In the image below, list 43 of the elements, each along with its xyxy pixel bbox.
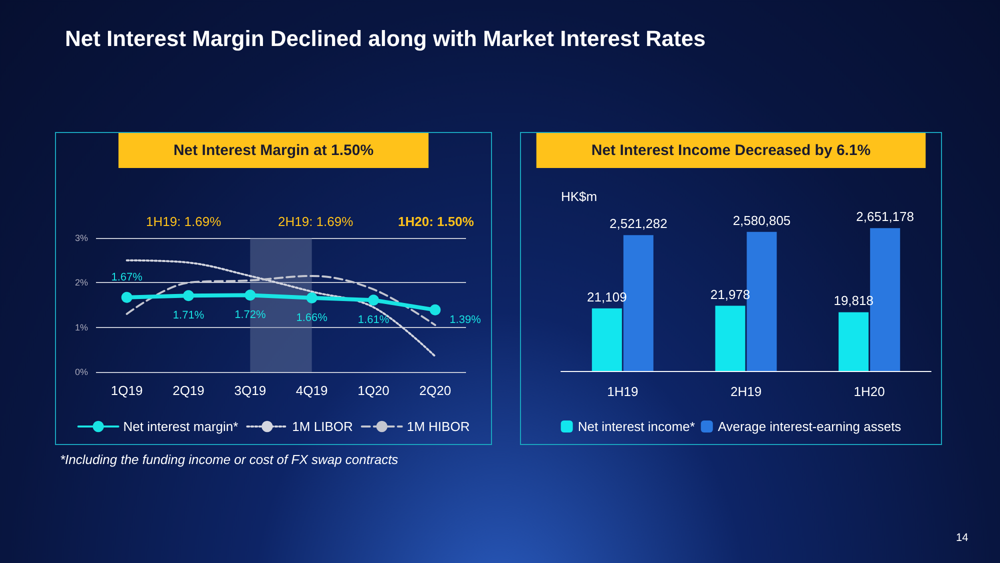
y-tick-label: 2% <box>74 278 88 288</box>
data-label: 1.39% <box>450 314 482 326</box>
x-tick-label: 2Q19 <box>172 383 204 398</box>
text: *Including the funding income or cost of FX swap contracts <box>60 452 398 467</box>
legend-label: Average interest-earning assets <box>718 419 902 434</box>
text: 1H20: 1.50% <box>398 214 474 229</box>
data-label: 2,580,805 <box>732 212 791 228</box>
x-tick-label: 1Q19 <box>110 383 143 398</box>
x-tick-label: 1H19 <box>607 384 638 399</box>
x-tick-label: 1H20 <box>854 384 885 399</box>
point <box>183 290 194 302</box>
legend-label: Net interest income* <box>578 419 695 434</box>
legend-label: Net interest margin* <box>123 419 238 434</box>
x-tick-label: 4Q19 <box>296 383 328 398</box>
point <box>244 290 256 301</box>
y-axis-title: HK$m <box>561 189 598 204</box>
data-label: 1.72% <box>234 309 266 322</box>
data-label: 1.61% <box>358 314 390 326</box>
data-label: 2,521,282 <box>609 216 668 232</box>
data-label: 2,651,178 <box>856 209 914 224</box>
x-tick-label: 3Q19 <box>234 383 266 398</box>
point <box>121 292 132 303</box>
point <box>430 304 441 316</box>
y-tick-label: 3% <box>74 233 88 243</box>
point <box>368 294 379 306</box>
text: 1H19: 1.69% <box>146 214 222 229</box>
x-tick-label: 2H19 <box>730 384 762 399</box>
data-label: 1.67% <box>111 271 143 284</box>
y-tick-label: 0% <box>74 367 88 377</box>
chart-title: Net Interest Margin at 1.50% <box>173 142 374 159</box>
y-tick-label: 1% <box>74 322 88 332</box>
legend-label: 1M HIBOR <box>406 419 470 434</box>
text: Net Interest Margin Declined along with Market Interest Rates <box>65 26 706 52</box>
data-label: 21,109 <box>587 289 627 304</box>
x-tick-label: 2Q20 <box>419 383 452 398</box>
legend-label: 1M LIBOR <box>292 419 353 434</box>
data-label: 1.71% <box>172 310 204 322</box>
x-tick-label: 1Q20 <box>358 383 390 398</box>
chart-title: Net Interest Income Decreased by 6.1% <box>591 142 871 159</box>
text: 2H19: 1.69% <box>278 214 354 229</box>
text: 14 <box>956 532 968 544</box>
data-label: 1.66% <box>296 312 328 324</box>
point <box>306 292 318 304</box>
